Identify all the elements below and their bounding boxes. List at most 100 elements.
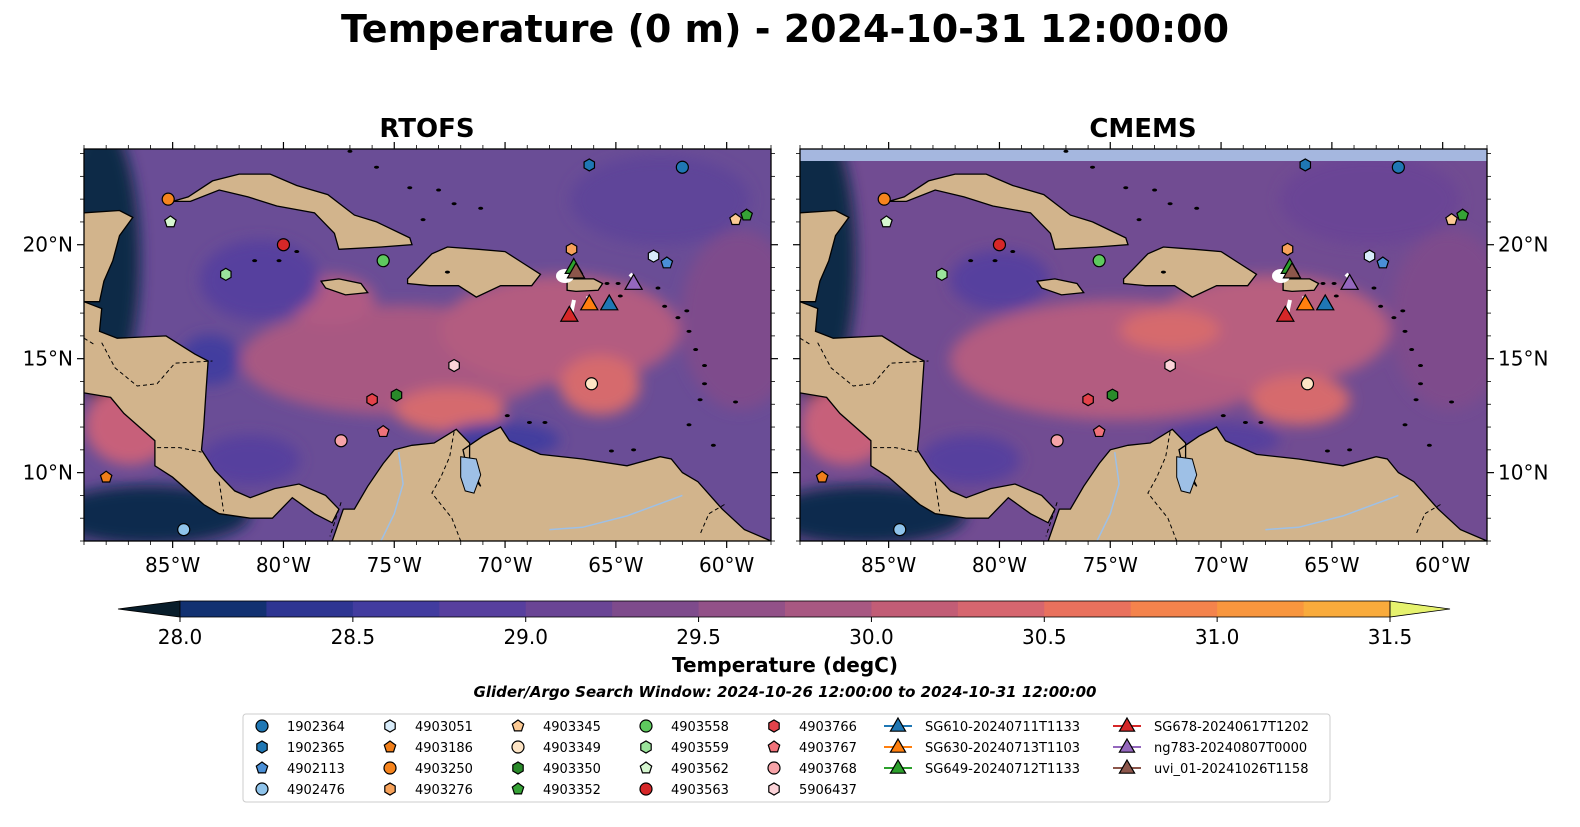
small-island — [686, 423, 692, 427]
colorbar-segment — [871, 601, 959, 617]
colorbar: 28.0 28.5 29.0 29.5 30.0 30.5 31.0 31.5 — [117, 600, 1451, 649]
small-island — [697, 398, 703, 402]
legend-marker — [767, 740, 781, 753]
small-island — [1418, 364, 1424, 368]
argo-float-5906437 — [1164, 358, 1176, 373]
small-island — [686, 329, 692, 333]
x-tick-label: 80°W — [972, 553, 1027, 577]
axes: 85°W 80°W 75°W 70°W 65°W 60°W 10°N 15°N 20°N — [793, 142, 1548, 577]
glider-SG610-20240711T1133 — [599, 293, 619, 311]
country-border — [873, 447, 918, 453]
argo-float-4903559 — [220, 267, 232, 282]
map-frame — [83, 148, 772, 542]
colorbar-segment — [612, 601, 700, 617]
country-border — [218, 481, 225, 512]
small-island — [1449, 400, 1455, 404]
legend-label: 4903558 — [671, 720, 729, 735]
small-island — [252, 259, 258, 263]
glider-ng783-20240807T0000 — [1340, 273, 1360, 290]
small-island — [1167, 202, 1173, 206]
markers — [815, 158, 1470, 537]
small-island — [702, 382, 708, 386]
markers — [99, 158, 754, 537]
argo-float-4903563 — [276, 238, 291, 252]
glider-SG630-20240713T1103 — [1295, 293, 1315, 311]
panel-title: CMEMS — [1089, 114, 1196, 144]
legend-item: 4903250 — [383, 761, 473, 777]
argo-float-1902364 — [675, 160, 689, 174]
legend-marker — [640, 740, 652, 754]
legend-marker — [1118, 737, 1136, 753]
colorbar-segment — [180, 601, 267, 617]
small-island — [1160, 270, 1166, 274]
argo-float-4903276 — [1281, 242, 1294, 256]
legend-label: 4903563 — [671, 783, 729, 798]
legend-item: SG610-20240711T1133 — [884, 716, 1080, 735]
argo-float-4902476 — [893, 523, 907, 537]
small-island — [608, 449, 614, 453]
argo-float-4903345 — [729, 212, 742, 226]
legend-label: 1902364 — [287, 720, 345, 735]
legend-marker — [1118, 758, 1136, 774]
figure-title: Temperature (0 m) - 2024-10-31 12:00:00 — [341, 7, 1229, 51]
country-border — [157, 447, 202, 453]
small-island — [1418, 382, 1424, 386]
legend-label: 4903766 — [799, 720, 857, 735]
small-island — [1320, 281, 1326, 285]
colorbar-segment — [957, 601, 1045, 617]
legend-item: ng783-20240807T0000 — [1113, 737, 1307, 756]
argo-float-4903349 — [1300, 377, 1315, 391]
colorbar-tick-label: 31.5 — [1368, 625, 1413, 649]
legend-marker — [255, 761, 269, 774]
country-border — [101, 342, 213, 387]
colorbar-tick-label: 30.0 — [849, 625, 894, 649]
argo-float-4903559 — [936, 267, 948, 282]
legend-item: SG630-20240713T1103 — [884, 737, 1080, 756]
colorbar-tick-label: 28.0 — [158, 625, 203, 649]
argo-float-4903350 — [1106, 388, 1119, 402]
colorbar-extend-max — [1389, 600, 1451, 618]
legend-label: 4903276 — [415, 783, 473, 798]
small-island — [1194, 206, 1200, 210]
legend-label: 1902365 — [287, 741, 345, 756]
map-panel-rtofs: RTOFS — [23, 114, 778, 577]
search-window-caption: Glider/Argo Search Window: 2024-10-26 12… — [474, 683, 1097, 701]
x-tick-label: 75°W — [367, 553, 422, 577]
colorbar-tick-label: 31.0 — [1195, 625, 1240, 649]
small-island — [992, 259, 998, 263]
legend-label: 5906437 — [799, 783, 857, 798]
small-island — [347, 149, 353, 153]
small-island — [1136, 218, 1142, 222]
lake-maracaibo — [1176, 456, 1198, 494]
legend-label: SG630-20240713T1103 — [925, 741, 1080, 756]
missing-data-band — [800, 149, 1487, 161]
legend-label: 4903349 — [543, 741, 601, 756]
legend-item: 4903345 — [511, 719, 601, 735]
lake-maracaibo — [460, 456, 482, 494]
legend-item: 4903352 — [511, 782, 601, 798]
y-tick-label: 10°N — [23, 461, 73, 485]
legend-label: 4903250 — [415, 762, 473, 777]
legend-marker — [255, 719, 269, 733]
island-hispaniola — [406, 246, 542, 298]
glider-SG610-20240711T1133 — [1315, 293, 1335, 311]
land — [800, 149, 1487, 541]
river — [1096, 451, 1120, 541]
colorbar-segment — [1303, 601, 1391, 617]
legend-item: 4903558 — [639, 719, 729, 735]
legend-label: SG678-20240617T1202 — [1154, 720, 1309, 735]
small-island — [1152, 188, 1158, 192]
legend-item: 5906437 — [768, 782, 857, 798]
small-island — [1220, 414, 1226, 418]
small-island — [1409, 348, 1415, 352]
small-island — [420, 218, 426, 222]
river — [549, 494, 683, 531]
small-island — [702, 364, 708, 368]
legend-marker — [639, 782, 653, 796]
island-cuba — [888, 173, 1129, 250]
legend-label: 4902476 — [287, 783, 345, 798]
argo-float-4902113 — [1376, 256, 1390, 269]
colorbar-tick-label: 28.5 — [331, 625, 376, 649]
colorbar-segment — [266, 601, 354, 617]
argo-float-5906437 — [448, 358, 460, 373]
